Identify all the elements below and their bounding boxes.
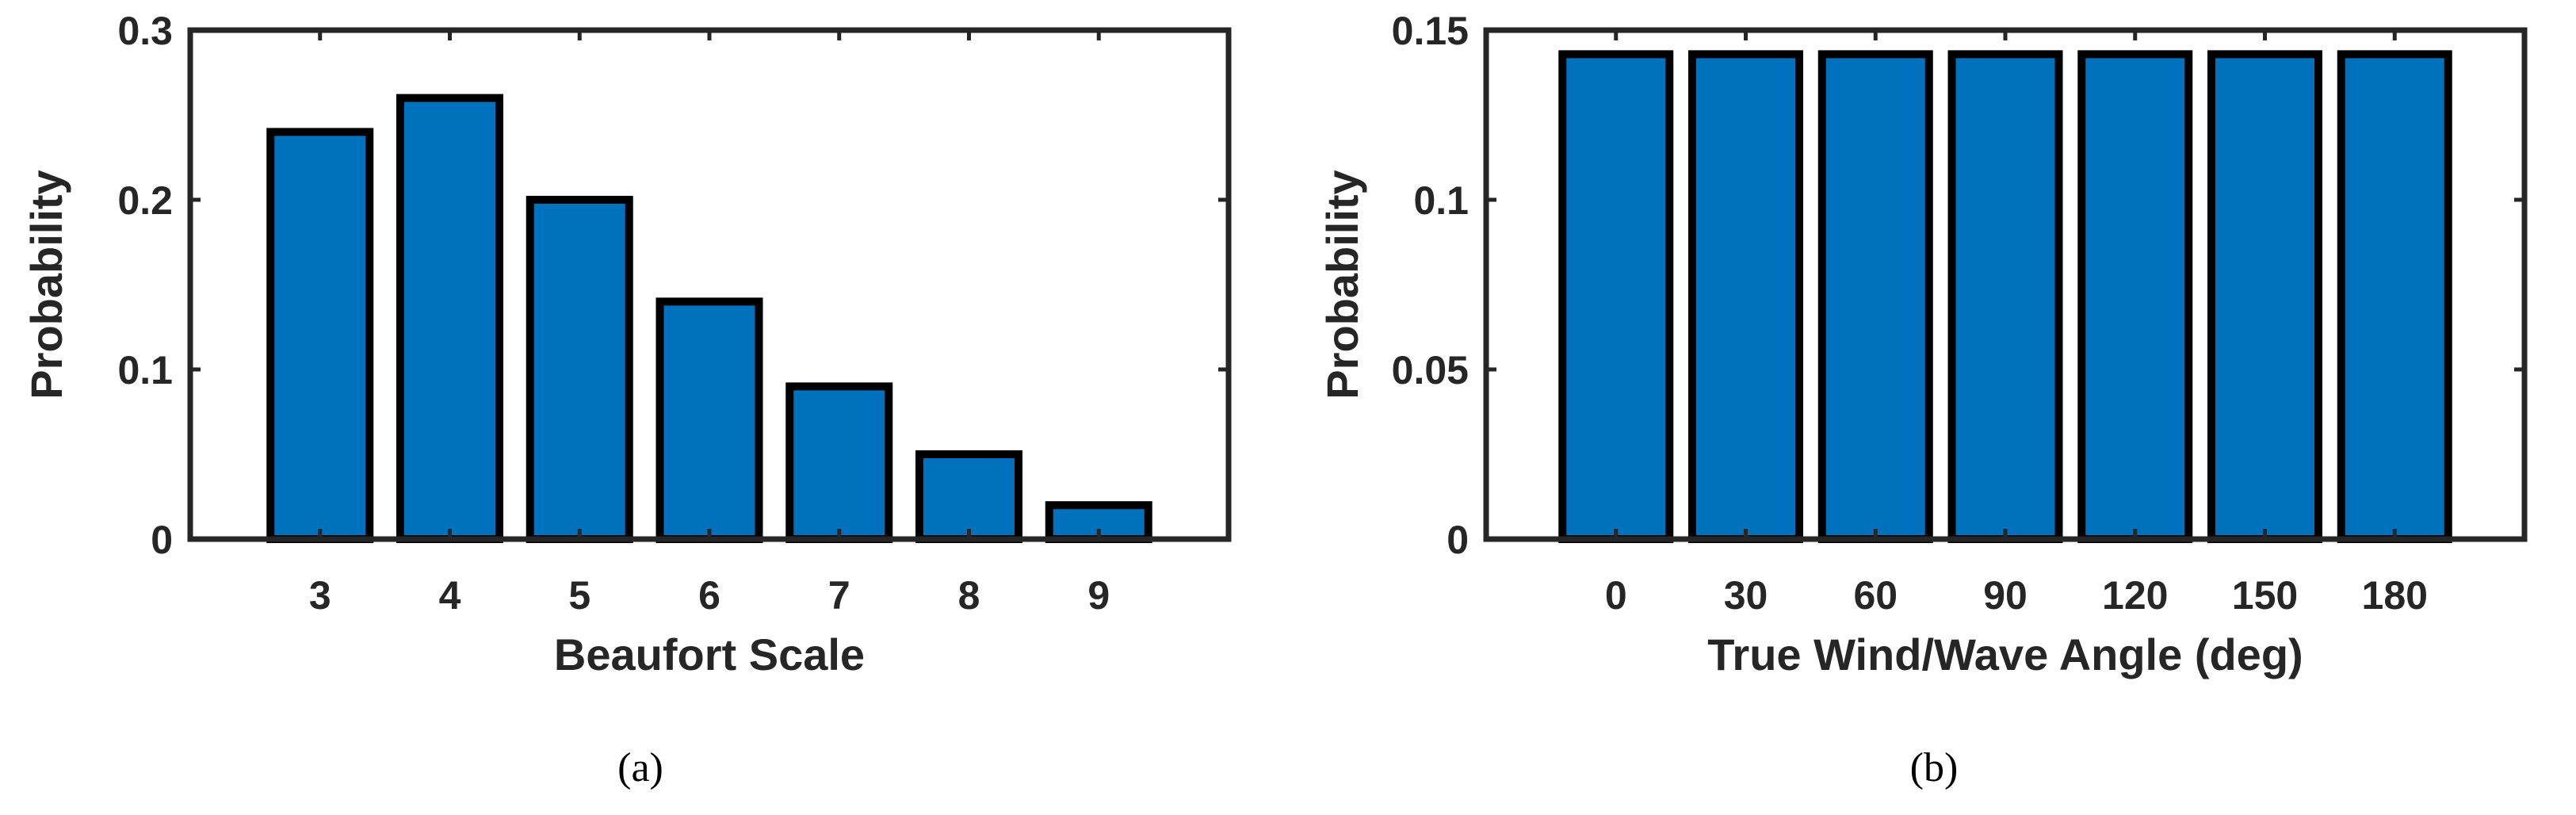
- y-tick-label-b-0: 0: [1447, 518, 1469, 562]
- bars-b: [1558, 50, 2452, 543]
- y-tick-label-a-2: 0.2: [117, 178, 173, 223]
- x-tick-label-a-2: 5: [568, 573, 590, 618]
- bar-a-4: [396, 94, 503, 544]
- bar-b-0: [1558, 50, 1674, 543]
- x-tick-label-a-4: 7: [828, 573, 850, 618]
- y-tick-label-a-1: 0.1: [117, 348, 173, 392]
- ticks-a: [190, 28, 1229, 541]
- y-tick-label-a-0: 0: [151, 518, 173, 562]
- x-axis-label-a: Beaufort Scale: [554, 629, 865, 679]
- y-tick-label-b-1: 0.05: [1392, 348, 1469, 392]
- y-axis-label-a: Probability: [21, 170, 71, 399]
- bar-b-30: [1688, 50, 1803, 543]
- caption-a: (a): [617, 745, 663, 790]
- y-axis-label-b: Probability: [1317, 170, 1367, 399]
- chart-panel-b: 0 30 60 90 120 150 180 0 0.05 0.1 0.15 True Wind/W…: [1317, 9, 2528, 790]
- bar-b-60: [1817, 50, 1933, 543]
- x-tick-label-a-5: 8: [958, 573, 980, 618]
- bar-b-120: [2077, 50, 2193, 543]
- x-axis-label-b: True Wind/Wave Angle (deg): [1707, 629, 2303, 679]
- x-tick-label-b-5: 150: [2232, 573, 2298, 618]
- x-tick-label-b-6: 180: [2362, 573, 2428, 618]
- x-tick-label-b-2: 60: [1853, 573, 1898, 618]
- bar-a-6: [655, 297, 763, 543]
- x-tick-label-b-3: 90: [1983, 573, 2028, 618]
- ticks-b: [1486, 28, 2524, 541]
- bar-b-150: [2207, 50, 2322, 543]
- x-tick-label-a-6: 9: [1087, 573, 1110, 618]
- bar-b-90: [1947, 50, 2063, 543]
- caption-b: (b): [1910, 745, 1959, 790]
- bar-b-180: [2337, 50, 2452, 543]
- bar-a-5: [526, 196, 633, 543]
- y-tick-label-a-3: 0.3: [117, 9, 173, 53]
- y-tick-label-b-2: 0.1: [1413, 178, 1469, 223]
- y-tick-label-b-3: 0.15: [1392, 9, 1469, 53]
- bar-a-8: [915, 450, 1022, 543]
- x-tick-label-b-0: 0: [1605, 573, 1627, 618]
- x-tick-label-b-1: 30: [1724, 573, 1768, 618]
- x-tick-label-a-1: 4: [439, 573, 461, 618]
- bar-a-7: [785, 382, 893, 543]
- x-tick-label-a-0: 3: [309, 573, 331, 618]
- tick-labels-b: 0 30 60 90 120 150 180 0 0.05 0.1 0.15: [1392, 9, 2428, 618]
- chart-panel-a: 3 4 5 6 7 8 9 0 0.1 0.2 0.3 Beaufort Scale Probabi…: [21, 9, 1232, 790]
- x-tick-label-b-4: 120: [2102, 573, 2168, 618]
- tick-labels-a: 3 4 5 6 7 8 9 0 0.1 0.2 0.3: [117, 9, 1110, 618]
- bars-a: [266, 94, 1152, 544]
- x-tick-label-a-3: 6: [698, 573, 720, 618]
- bar-a-3: [266, 128, 374, 543]
